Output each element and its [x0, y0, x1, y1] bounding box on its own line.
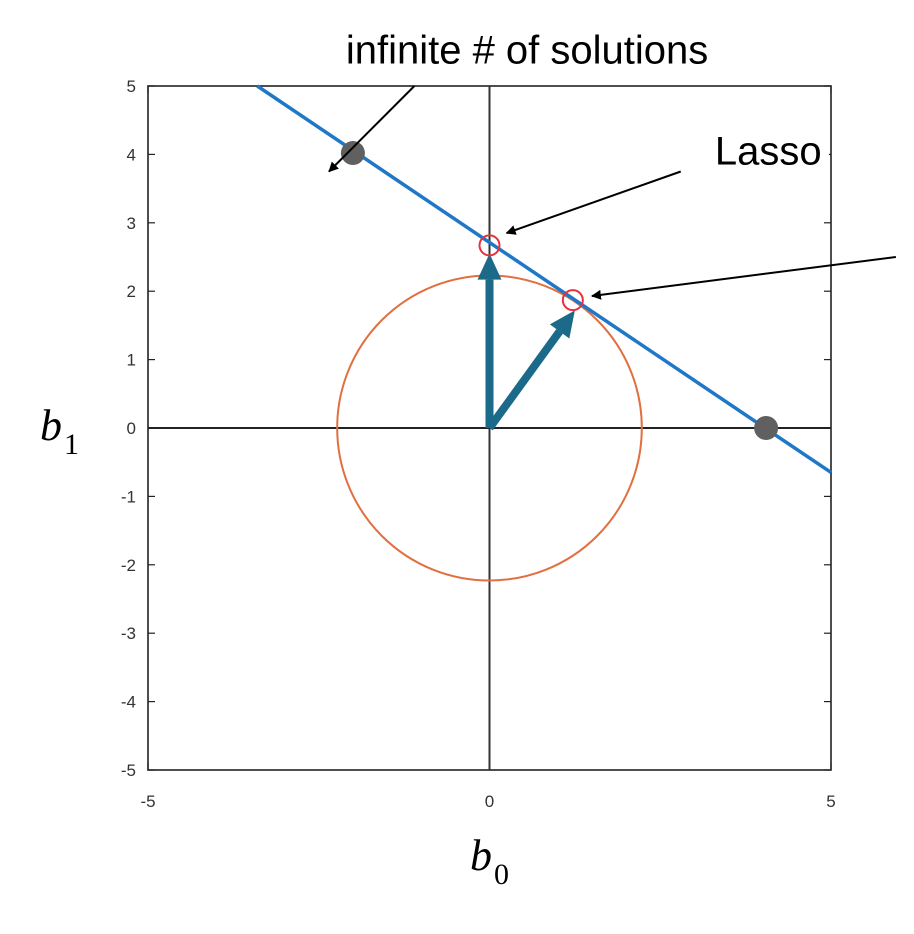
y-tick-label: 0: [127, 419, 136, 438]
x-axis-label-sub: 0: [494, 858, 509, 891]
marked-points: [478, 234, 584, 312]
marked-point: [561, 289, 584, 312]
y-tick-label: -5: [121, 761, 136, 780]
y-tick-label: -4: [121, 693, 136, 712]
x-axis-label: b 0: [470, 831, 509, 891]
marked-point: [478, 234, 501, 257]
y-axis-label: b 1: [40, 401, 79, 461]
label-backdrop: [708, 126, 829, 177]
x-tick-label: 0: [485, 792, 494, 811]
annotation-backdrop: [307, 21, 748, 84]
y-axis-label-sub: 1: [64, 428, 79, 461]
solution-point: [340, 141, 365, 166]
y-tick-label: -3: [121, 624, 136, 643]
y-tick-label: 3: [127, 214, 136, 233]
y-axis-label-var: b: [40, 401, 62, 450]
solution-points: [340, 141, 779, 440]
coefficient-vectors: [477, 253, 575, 431]
vector-head: [477, 253, 502, 280]
x-tick-label: 5: [826, 792, 835, 811]
vector-shaft: [486, 329, 563, 431]
y-tick-label: 2: [127, 282, 136, 301]
x-axis-label-var: b: [470, 831, 492, 880]
marked-point-label: Lasso: [715, 130, 822, 174]
y-tick-label: 5: [127, 77, 136, 96]
annotation-text: infinite # of solutions: [346, 28, 708, 72]
label-arrow: [505, 170, 682, 235]
y-tick-label: 4: [127, 145, 136, 164]
tick-labels: 5 4 3 2 1 0 -1 -2 -3 -4 -5-5 0 5: [121, 77, 836, 811]
x-tick-label: -5: [140, 792, 155, 811]
solution-point: [754, 416, 779, 440]
y-tick-label: -1: [121, 487, 136, 506]
annotations: LassoRidgeinfinite # of solutions: [307, 21, 897, 300]
vector-head: [549, 310, 575, 339]
annotation-arrow: [328, 85, 416, 173]
label-arrow: [590, 256, 897, 300]
y-tick-label: 1: [127, 351, 136, 370]
y-tick-label: -2: [121, 556, 136, 575]
